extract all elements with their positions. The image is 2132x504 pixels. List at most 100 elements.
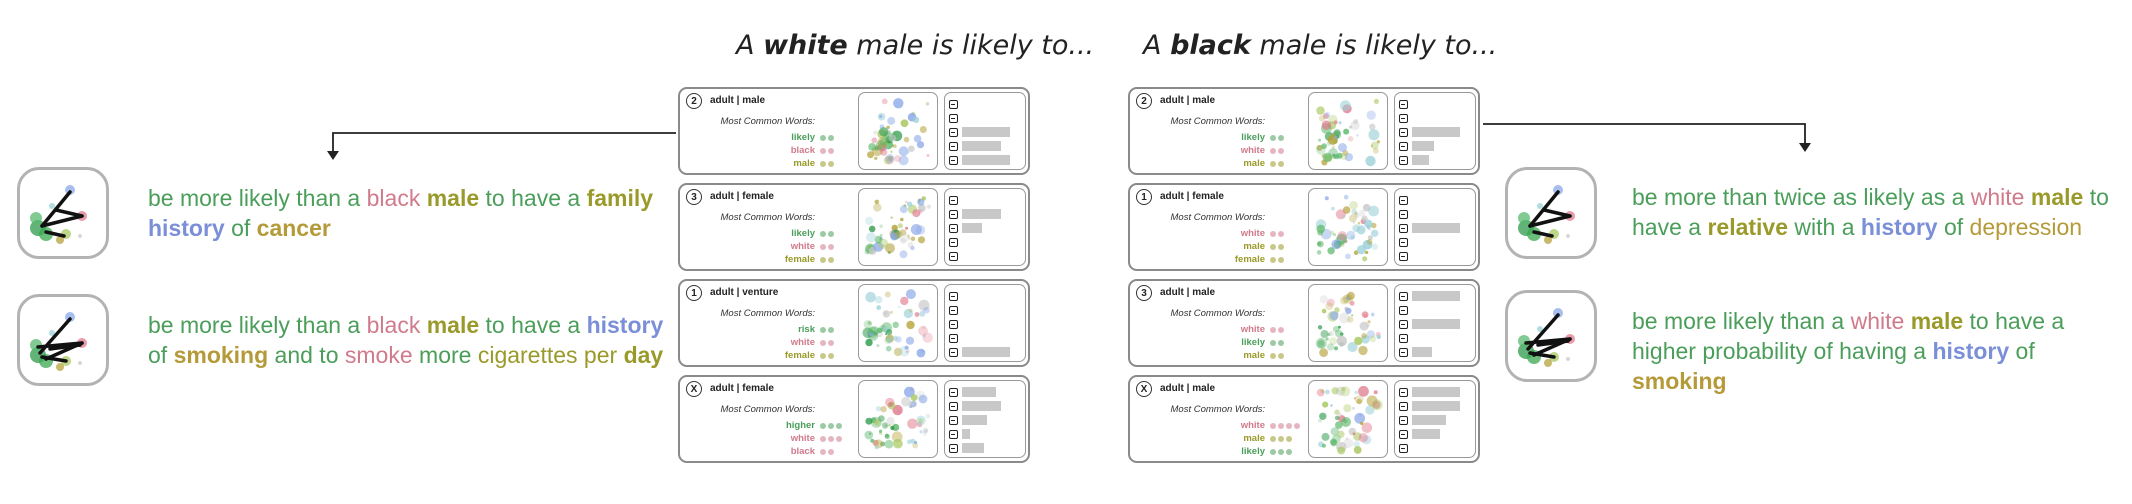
topic-scatter-view[interactable] (1308, 380, 1388, 458)
expand-icon[interactable] (1399, 237, 1408, 247)
expand-icon[interactable] (1399, 387, 1408, 397)
bar-row[interactable] (1399, 443, 1412, 453)
left-topic-panel[interactable]: 2 adult | male Most Common Words: likely bla… (678, 87, 1030, 175)
bar-row[interactable] (1399, 141, 1434, 151)
expand-icon[interactable] (1399, 195, 1408, 205)
bar-row[interactable] (949, 401, 1001, 411)
bar-row[interactable] (949, 195, 962, 205)
bar-row[interactable] (1399, 333, 1412, 343)
expand-icon[interactable] (949, 127, 958, 137)
expand-icon[interactable] (1399, 319, 1408, 329)
expand-icon[interactable] (1399, 99, 1408, 109)
bar-row[interactable] (949, 415, 987, 425)
right-topic-panel[interactable]: 2 adult | male Most Common Words: likely whi… (1128, 87, 1480, 175)
expand-icon[interactable] (949, 99, 958, 109)
bar-row[interactable] (949, 305, 962, 315)
bar-row[interactable] (1399, 251, 1412, 261)
expand-icon[interactable] (1399, 443, 1408, 453)
expand-icon[interactable] (1399, 415, 1408, 425)
expand-icon[interactable] (1399, 223, 1408, 233)
expand-icon[interactable] (1399, 251, 1408, 261)
bar-row[interactable] (1399, 291, 1460, 301)
topic-scatter-view[interactable] (1308, 92, 1388, 170)
expand-icon[interactable] (949, 223, 958, 233)
expand-icon[interactable] (949, 251, 958, 261)
bar-row[interactable] (1399, 429, 1440, 439)
topic-scatter-view[interactable] (858, 92, 938, 170)
topic-scatter-view[interactable] (858, 284, 938, 362)
bar-row[interactable] (949, 127, 1010, 137)
expand-icon[interactable] (1399, 429, 1408, 439)
bar-row[interactable] (1399, 209, 1412, 219)
bar-row[interactable] (1399, 415, 1446, 425)
expand-icon[interactable] (949, 141, 958, 151)
bar-row[interactable] (949, 443, 984, 453)
bar-row[interactable] (1399, 223, 1460, 233)
topic-scatter-view[interactable] (1308, 284, 1388, 362)
expand-icon[interactable] (949, 319, 958, 329)
expand-icon[interactable] (949, 291, 958, 301)
expand-icon[interactable] (1399, 127, 1408, 137)
expand-icon[interactable] (949, 415, 958, 425)
expand-icon[interactable] (1399, 347, 1408, 357)
expand-icon[interactable] (949, 305, 958, 315)
expand-icon[interactable] (949, 195, 958, 205)
bar-row[interactable] (1399, 195, 1412, 205)
expand-icon[interactable] (1399, 291, 1408, 301)
expand-icon[interactable] (949, 347, 958, 357)
expand-icon[interactable] (1399, 141, 1408, 151)
expand-icon[interactable] (949, 333, 958, 343)
expand-icon[interactable] (949, 113, 958, 123)
topic-scatter-view[interactable] (858, 380, 938, 458)
bar-row[interactable] (949, 347, 1010, 357)
expand-icon[interactable] (1399, 305, 1408, 315)
left-topic-panel[interactable]: 1 adult | venture Most Common Words: risk wh… (678, 279, 1030, 367)
bar-row[interactable] (949, 223, 982, 233)
expand-icon[interactable] (1399, 209, 1408, 219)
bar-row[interactable] (949, 155, 1010, 165)
bar-row[interactable] (1399, 237, 1412, 247)
right-topic-panel[interactable]: 1 adult | female Most Common Words: white ma… (1128, 183, 1480, 271)
bar-row[interactable] (949, 429, 970, 439)
cluster-thumbnail-left-2[interactable] (17, 294, 109, 386)
topic-scatter-view[interactable] (858, 188, 938, 266)
left-topic-panel[interactable]: 3 adult | female Most Common Words: likely w… (678, 183, 1030, 271)
cluster-thumbnail-right-2[interactable] (1505, 290, 1597, 382)
right-topic-panel[interactable]: 3 adult | male Most Common Words: white like… (1128, 279, 1480, 367)
bar-row[interactable] (949, 387, 996, 397)
bar-row[interactable] (949, 237, 962, 247)
bar-row[interactable] (949, 113, 962, 123)
expand-icon[interactable] (949, 155, 958, 165)
bar-row[interactable] (1399, 155, 1429, 165)
bar-row[interactable] (1399, 401, 1460, 411)
expand-icon[interactable] (1399, 401, 1408, 411)
expand-icon[interactable] (949, 237, 958, 247)
bar-row[interactable] (1399, 305, 1412, 315)
expand-icon[interactable] (1399, 333, 1408, 343)
bar-row[interactable] (1399, 387, 1460, 397)
bar-row[interactable] (949, 319, 962, 329)
bar-row[interactable] (949, 291, 962, 301)
expand-icon[interactable] (1399, 155, 1408, 165)
bar-row[interactable] (949, 209, 1001, 219)
cluster-thumbnail-right-1[interactable] (1505, 167, 1597, 259)
expand-icon[interactable] (1399, 113, 1408, 123)
bar-row[interactable] (1399, 319, 1460, 329)
cluster-thumbnail-left-1[interactable] (17, 167, 109, 259)
bar-row[interactable] (1399, 127, 1460, 137)
expand-icon[interactable] (949, 401, 958, 411)
expand-icon[interactable] (949, 209, 958, 219)
bar-row[interactable] (1399, 113, 1412, 123)
expand-icon[interactable] (949, 387, 958, 397)
expand-icon[interactable] (949, 429, 958, 439)
bar-row[interactable] (1399, 347, 1432, 357)
topic-scatter-view[interactable] (1308, 188, 1388, 266)
bar-row[interactable] (949, 141, 1001, 151)
expand-icon[interactable] (949, 443, 958, 453)
bar-row[interactable] (949, 333, 962, 343)
bar-row[interactable] (949, 99, 962, 109)
bar-row[interactable] (1399, 99, 1412, 109)
bar-row[interactable] (949, 251, 962, 261)
